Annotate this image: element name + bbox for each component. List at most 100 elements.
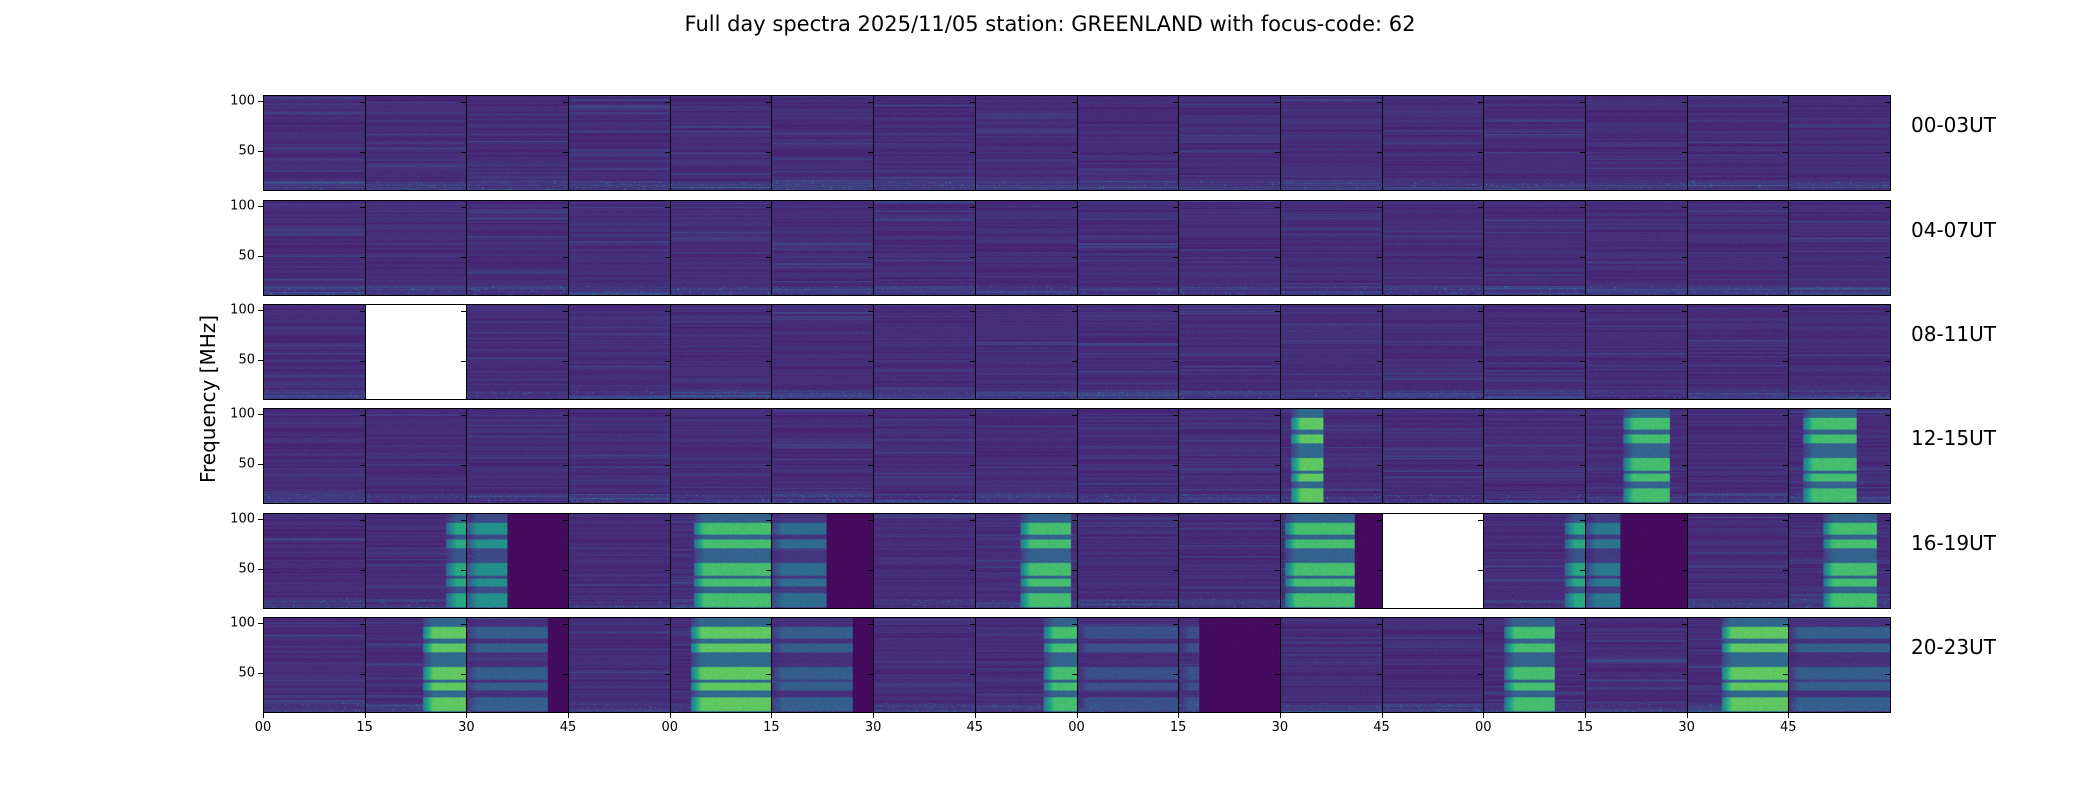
spectrum-panel: [1686, 304, 1790, 400]
y-tick: [868, 465, 874, 466]
spectrum-panel: [1686, 513, 1790, 609]
y-tick: [1885, 520, 1890, 521]
spectrum-panel: [466, 513, 570, 609]
y-tick: [1173, 465, 1179, 466]
y-tick: [1681, 520, 1687, 521]
spectrogram-image: [467, 409, 569, 503]
spectrogram-image: [874, 409, 975, 503]
spectrogram-image: [1484, 305, 1585, 399]
y-tick: [1376, 570, 1382, 571]
y-tick: [969, 207, 975, 208]
spectrum-panel: [568, 200, 671, 296]
spectrum-panel: [263, 408, 366, 504]
spectrum-panel: [1686, 95, 1790, 191]
spectrum-panel: [669, 95, 773, 191]
spectrum-panel: [1584, 408, 1688, 504]
spectrogram-image: [1484, 514, 1585, 608]
spectrogram-image: [1789, 201, 1890, 295]
chart-title: Full day spectra 2025/11/05 station: GRE…: [684, 12, 1416, 36]
spectrum-panel: [1279, 200, 1383, 296]
spectrum-panel: [568, 617, 671, 713]
spectrum-panel: [263, 513, 366, 609]
spectrogram-image: [1280, 96, 1382, 190]
y-tick: [1579, 257, 1585, 258]
x-tick-label: 30: [458, 720, 475, 735]
y-tick: [1783, 102, 1789, 103]
y-tick: [258, 519, 263, 520]
x-tick: [1076, 713, 1078, 718]
y-tick: [1173, 152, 1179, 153]
spectra-row: 100 50: [230, 616, 1891, 713]
y-tick: [1173, 674, 1179, 675]
y-tick: [766, 465, 772, 466]
y-tick: [766, 207, 772, 208]
y-tick: [563, 624, 569, 625]
y-tick: [1783, 257, 1789, 258]
spectrogram-image: [1687, 409, 1789, 503]
y-tick: [664, 465, 670, 466]
spectrum-panel: [1483, 200, 1586, 296]
spectrogram-image: [1382, 96, 1484, 190]
spectrogram-image: [975, 96, 1077, 190]
y-tick: [969, 624, 975, 625]
spectrogram-image: [1484, 96, 1585, 190]
y-tick: [1376, 257, 1382, 258]
x-tick: [568, 713, 570, 718]
spectrogram-image: [1585, 201, 1687, 295]
x-tick: [873, 713, 875, 718]
spectrogram-image: [569, 201, 670, 295]
x-tick: [466, 713, 468, 718]
y-tick: [1478, 207, 1484, 208]
spectrogram-image: [1077, 96, 1179, 190]
spectrum-panel: [1483, 408, 1586, 504]
spectrum-panel: [1788, 200, 1891, 296]
spectrogram-image: [1382, 201, 1484, 295]
spectrogram-image: [1789, 514, 1890, 608]
x-tick: [263, 713, 264, 718]
y-tick: [1071, 102, 1077, 103]
spectrum-panel: [1686, 617, 1790, 713]
spectrum-panel: [669, 304, 773, 400]
y-tick: [1579, 674, 1585, 675]
spectrum-panel: [568, 95, 671, 191]
y-tick: [1173, 520, 1179, 521]
spectrum-panel: [1788, 408, 1891, 504]
spectrum-panel: [771, 95, 875, 191]
y-tick: [1885, 102, 1890, 103]
spectrogram-image: [874, 201, 975, 295]
y-tick: [258, 310, 263, 311]
y-tick: [868, 207, 874, 208]
y-tick: [359, 152, 365, 153]
x-tick-label: 45: [966, 720, 984, 735]
y-tick: [359, 102, 365, 103]
y-tick: [1885, 624, 1890, 625]
y-tick: [1579, 520, 1585, 521]
y-tick: [1274, 674, 1280, 675]
y-tick: [563, 152, 569, 153]
spectrogram-image: [1280, 201, 1382, 295]
y-tick: [1478, 361, 1484, 362]
y-tick: [1579, 361, 1585, 362]
y-tick: [664, 207, 670, 208]
y-tick: [664, 415, 670, 416]
y-tick: [1783, 674, 1789, 675]
y-tick: [1681, 465, 1687, 466]
spectrogram-image: [975, 514, 1077, 608]
y-tick: [1274, 257, 1280, 258]
spectrum-panel: [1584, 200, 1688, 296]
spectrum-panel: [1076, 95, 1180, 191]
y-tick: [1579, 207, 1585, 208]
y-tick: [969, 520, 975, 521]
spectra-row: 100 50: [230, 94, 1891, 191]
spectrogram-image: [1789, 618, 1890, 712]
x-tick: [1178, 713, 1180, 718]
y-tick: [563, 361, 569, 362]
spectrogram-image: [1077, 409, 1179, 503]
y-tick: [1173, 570, 1179, 571]
y-tick: [766, 102, 772, 103]
spectrum-panel: [1279, 617, 1383, 713]
spectrogram-image: [1585, 409, 1687, 503]
y-tick: [1274, 102, 1280, 103]
y-tick: [766, 570, 772, 571]
y-tick: [1376, 207, 1382, 208]
